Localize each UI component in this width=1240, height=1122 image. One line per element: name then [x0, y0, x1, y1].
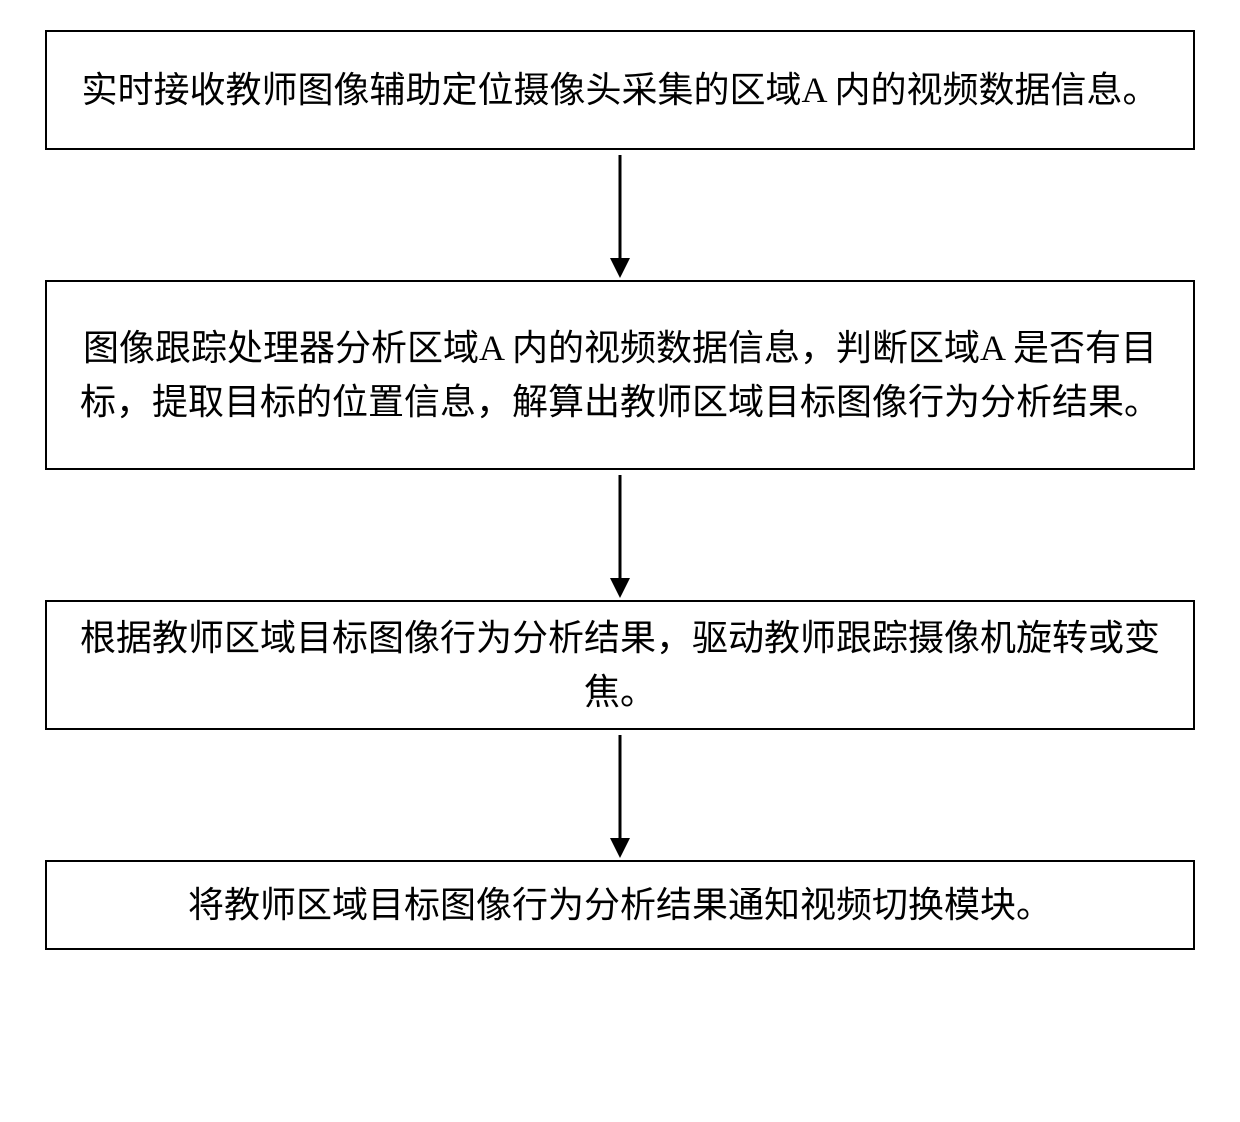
- flow-step-3: 根据教师区域目标图像行为分析结果，驱动教师跟踪摄像机旋转或变焦。: [45, 600, 1195, 730]
- flow-step-1-text: 实时接收教师图像辅助定位摄像头采集的区域A 内的视频数据信息。: [81, 63, 1158, 117]
- flow-step-4: 将教师区域目标图像行为分析结果通知视频切换模块。: [45, 860, 1195, 950]
- flow-step-2: 图像跟踪处理器分析区域A 内的视频数据信息，判断区域A 是否有目标，提取目标的位…: [45, 280, 1195, 470]
- flow-arrow-1: [600, 150, 640, 280]
- arrow-down-icon: [600, 730, 640, 860]
- flow-arrow-3: [600, 730, 640, 860]
- arrow-down-icon: [600, 150, 640, 280]
- flow-arrow-2: [600, 470, 640, 600]
- flow-step-3-text: 根据教师区域目标图像行为分析结果，驱动教师跟踪摄像机旋转或变焦。: [77, 611, 1163, 719]
- arrow-down-icon: [600, 470, 640, 600]
- flow-step-2-text: 图像跟踪处理器分析区域A 内的视频数据信息，判断区域A 是否有目标，提取目标的位…: [77, 321, 1163, 429]
- flow-step-1: 实时接收教师图像辅助定位摄像头采集的区域A 内的视频数据信息。: [45, 30, 1195, 150]
- flow-step-4-text: 将教师区域目标图像行为分析结果通知视频切换模块。: [188, 878, 1052, 932]
